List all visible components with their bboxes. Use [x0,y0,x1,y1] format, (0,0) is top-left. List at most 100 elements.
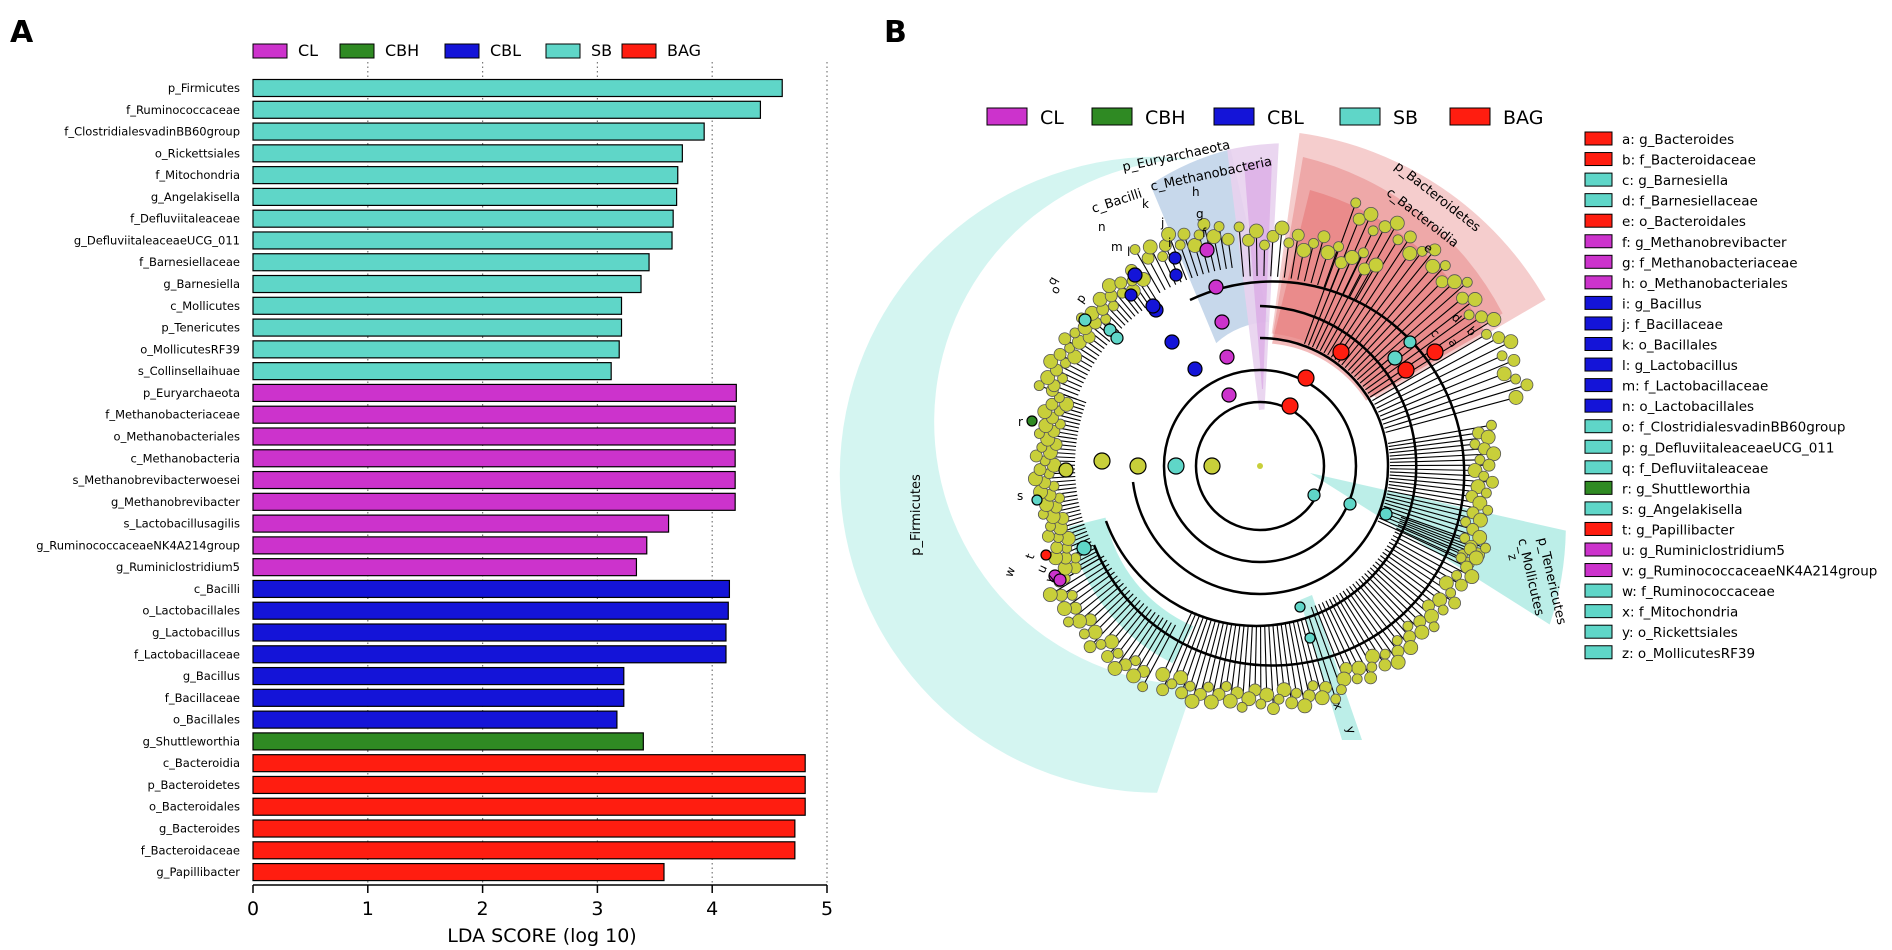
key-swatch [1584,275,1613,290]
category-label: c_Methanobacteria [131,451,240,465]
category-label: s_Methanobrevibacterwoesei [72,473,240,487]
category-label: g_Ruminiclostridium5 [116,560,240,574]
leaf-node [1101,650,1114,663]
branch [1377,520,1469,564]
leaf-node [1389,215,1405,231]
leaf-node [1392,234,1404,246]
leaf-node [1297,698,1313,714]
legend-b-swatch-CL [986,107,1028,126]
node-mollicutes [1343,497,1357,511]
branch [1389,443,1475,454]
bar-s_Methanobrevibacterwoesei [252,470,736,490]
branch [1319,226,1386,352]
category-label: g_DefluviitaleaceaeUCG_011 [74,233,240,247]
branch [1191,619,1217,702]
leaf-node [1248,223,1264,239]
leaf-node [1486,446,1502,462]
branch [1388,487,1480,504]
branch [1384,384,1528,429]
node-clostridiales-vadin [1078,313,1092,327]
key-entry: x: f_Mitochondria [1622,605,1738,621]
cladogram: p_Firmicutes p_Euryarchaeota c_Methanoba… [839,133,1569,793]
branch [1248,625,1253,699]
leaf-node [1520,378,1534,392]
leaf-node [1166,678,1178,690]
legend-b-swatch-CBL [1213,107,1255,126]
node-phylum-5 [1058,462,1074,478]
bar-c_Methanobacteria [252,449,736,468]
node-bacilli [1187,361,1203,377]
key-swatch [1584,501,1613,516]
branch [1304,619,1327,688]
branch [1089,586,1128,621]
node-mitochondria [1304,632,1316,644]
legend-swatch-CBH [339,43,375,59]
bar-g_Bacteroides [252,819,796,838]
leaf-node [1296,242,1312,258]
leaf-node [1041,529,1055,543]
category-label: g_RuminococcaceaeNK4A214group [36,538,240,552]
leaf-node [1330,693,1342,705]
leaf-nodes [1027,197,1534,716]
branch [1143,622,1172,672]
node-lactobacillus-2 [1124,288,1138,302]
leaf-node [1435,275,1449,289]
key-swatch [1584,583,1613,598]
branch [1114,612,1156,669]
branch [1388,432,1479,448]
branch [1284,623,1297,694]
branch [1389,453,1494,460]
branch [1356,281,1468,381]
branch [1296,621,1314,686]
branch [1341,249,1436,366]
leaf-node [1496,366,1512,382]
branch [1283,242,1290,278]
branch [1311,214,1372,348]
node-barnesiella [1403,335,1417,349]
leaf-node [1285,696,1299,710]
key-swatch [1584,172,1613,187]
branch [1307,218,1360,346]
node-bacteroidia [1297,369,1315,387]
bar-p_Tenericutes [252,318,623,337]
category-label: o_Bacillales [173,713,240,727]
key-swatch [1584,439,1613,454]
branch [1344,265,1434,369]
branch [1064,558,1101,579]
key-swatch [1584,378,1613,393]
branch [1367,570,1421,622]
node-letter-p: p [1073,291,1089,305]
leaf-node [1402,620,1414,632]
branch [1199,620,1221,695]
panel-a-x-axis: 0 1 2 3 4 5 [247,884,833,920]
leaf-node [1307,680,1319,692]
leaf-node [1350,197,1362,209]
branch [1381,511,1472,547]
leaf-node [1267,702,1280,716]
node-defluviitaleaceae-ucg [1110,331,1124,345]
leaf-node [1033,463,1047,476]
leaf-node [1114,276,1128,290]
leaf-node [1104,634,1119,650]
leaf-node [1057,372,1068,384]
leaf-node [1368,257,1384,273]
node-bacteroidales [1332,343,1350,361]
leaf-node [1364,671,1378,685]
legend-b-swatch-SB [1339,107,1381,126]
leaf-node [1033,380,1045,392]
leaf-node [1156,683,1170,697]
leaf-node [1352,212,1366,226]
category-label: f_Ruminococcaceae [126,103,240,117]
node-letter-i: i [1168,236,1171,250]
leaf-node [1206,229,1222,245]
leaf-node [1470,479,1486,495]
branch [1394,531,1467,568]
branch [1389,471,1484,477]
branch [1276,625,1285,690]
branch [1314,605,1345,680]
branch [1337,251,1423,363]
leaf-node [1486,312,1502,327]
leaf-node [1067,349,1083,365]
leaf-node [1456,291,1469,305]
legend-label-CBL: CBL [490,41,521,60]
